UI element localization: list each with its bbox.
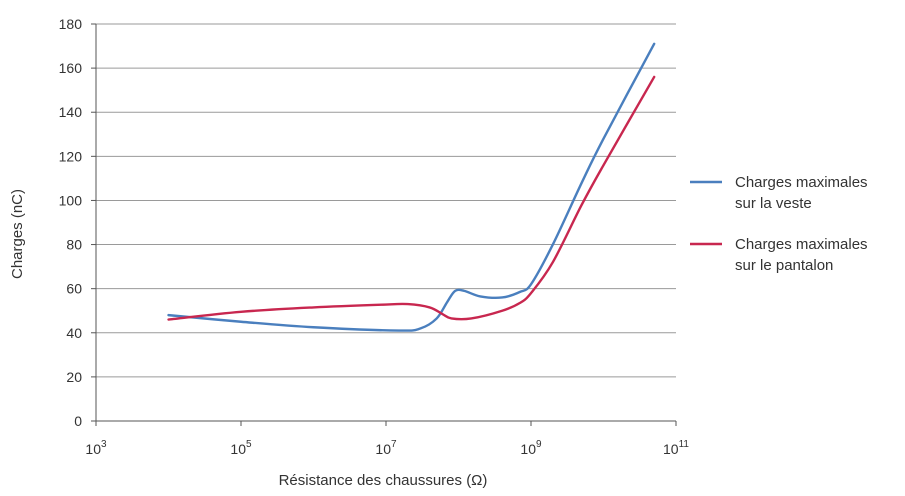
- x-tick-exponent: 9: [536, 439, 542, 450]
- y-tick-label: 40: [66, 325, 82, 341]
- x-tick-label: 105: [230, 439, 252, 457]
- axes: [95, 24, 676, 422]
- x-tick-label: 107: [375, 439, 397, 457]
- gridlines: [96, 23, 676, 378]
- x-tick-base: 10: [520, 441, 536, 457]
- y-tick-label: 0: [74, 413, 82, 429]
- legend: Charges maximales sur la veste Charges max…: [690, 174, 868, 274]
- x-axis-ticks: 103 105 107 109 1011: [85, 421, 689, 457]
- x-tick-exponent: 11: [679, 439, 690, 450]
- legend-label-1: sur la veste: [735, 195, 812, 212]
- legend-label-1: Charges maximales: [735, 174, 868, 191]
- y-tick-label: 140: [59, 104, 83, 120]
- y-tick-label: 60: [66, 281, 82, 297]
- y-tick-label: 20: [66, 369, 82, 385]
- x-axis-label: Résistance des chaussures (Ω): [279, 472, 488, 489]
- x-tick-exponent: 7: [391, 439, 397, 450]
- x-tick-label: 109: [520, 439, 542, 457]
- x-tick-label: 1011: [663, 439, 689, 457]
- x-tick-label: 103: [85, 439, 107, 457]
- y-axis-label: Charges (nC): [9, 189, 26, 279]
- series-line-2: [167, 75, 656, 321]
- series-line-1: [167, 42, 656, 332]
- legend-label-2: sur le pantalon: [735, 257, 833, 274]
- y-tick-label: 160: [59, 60, 83, 76]
- y-tick-label: 120: [59, 148, 83, 164]
- y-tick-label: 180: [59, 16, 83, 32]
- x-tick-base: 10: [663, 441, 679, 457]
- series-lines: [167, 42, 656, 332]
- x-tick-base: 10: [375, 441, 391, 457]
- y-tick-label: 80: [66, 237, 82, 253]
- legend-label-2: Charges maximales: [735, 236, 868, 253]
- x-tick-exponent: 5: [246, 439, 252, 450]
- x-tick-base: 10: [230, 441, 246, 457]
- y-tick-label: 100: [59, 192, 83, 208]
- x-tick-base: 10: [85, 441, 101, 457]
- y-axis-ticks: 0 20 40 60 80 100 120 140 160 180: [59, 16, 96, 429]
- x-tick-exponent: 3: [101, 439, 107, 450]
